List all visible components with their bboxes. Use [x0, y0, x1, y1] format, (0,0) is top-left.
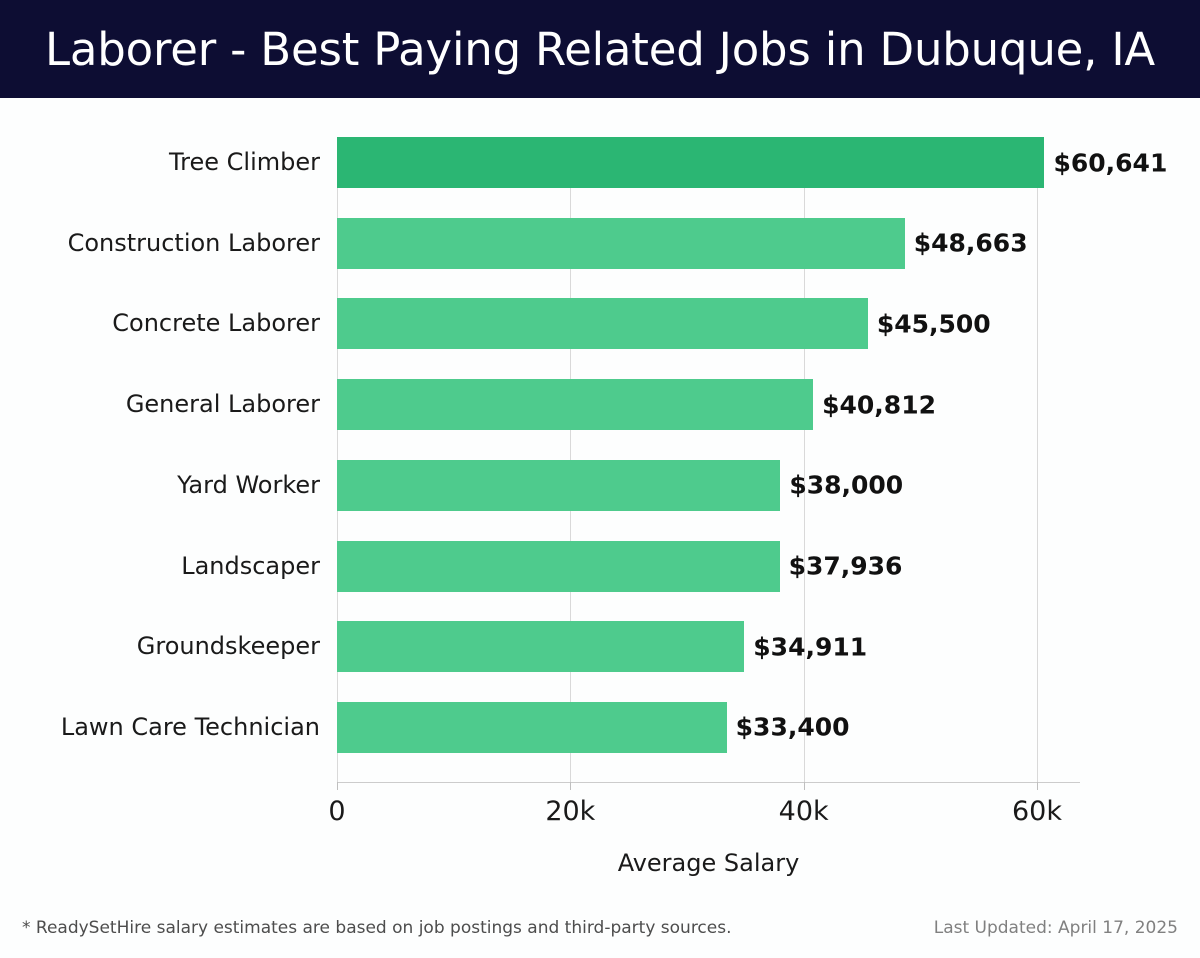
bar-row[interactable]: $34,911 — [337, 621, 1037, 673]
category-label: Groundskeeper — [136, 632, 320, 661]
x-tick-label: 20k — [545, 796, 596, 827]
page-title: Laborer - Best Paying Related Jobs in Du… — [45, 22, 1155, 76]
footer-last-updated: Last Updated: April 17, 2025 — [933, 918, 1178, 938]
plot-area: $60,641 $48,663 $45,500 $40,812 $38,000 $37,9… — [337, 137, 1167, 782]
bar-row[interactable]: $37,936 — [337, 540, 1037, 592]
tick-mark-40k — [803, 782, 805, 790]
bar[interactable] — [337, 217, 905, 269]
bar-row[interactable]: $40,812 — [337, 379, 1037, 431]
bar[interactable] — [337, 540, 780, 592]
bar-row[interactable]: $48,663 — [337, 217, 1037, 269]
bar-value-label: $37,936 — [788, 551, 903, 581]
bar-row[interactable]: $33,400 — [337, 701, 1037, 753]
bar[interactable] — [337, 137, 1045, 188]
bar-row[interactable]: $45,500 — [337, 298, 1037, 350]
category-label: General Laborer — [125, 390, 320, 419]
bar[interactable] — [337, 459, 781, 511]
gridline-40k — [803, 137, 805, 782]
footer-disclaimer: * ReadySetHire salary estimates are base… — [22, 918, 732, 938]
footer: * ReadySetHire salary estimates are base… — [0, 912, 1200, 958]
x-axis-line — [337, 782, 1080, 783]
bar-row[interactable]: $60,641 — [337, 137, 1167, 188]
category-label: Concrete Laborer — [112, 309, 320, 338]
gridline-0 — [337, 137, 338, 782]
bar-value-label: $45,500 — [876, 309, 991, 339]
bar-value-label: $34,911 — [753, 632, 868, 662]
bar[interactable] — [337, 621, 745, 673]
x-tick-label: 40k — [778, 796, 829, 827]
bar[interactable] — [337, 379, 814, 431]
y-axis-labels: Tree Climber Construction Laborer Concrete… — [10, 137, 320, 782]
x-tick-label: 60k — [1012, 796, 1062, 827]
x-axis-title: Average Salary — [617, 849, 800, 877]
category-label: Tree Climber — [169, 148, 320, 176]
gridline-20k — [570, 137, 572, 782]
bar[interactable] — [337, 701, 727, 753]
bar-value-label: $40,812 — [822, 390, 936, 420]
category-label: Lawn Care Technician — [60, 712, 320, 741]
tick-mark-0 — [337, 782, 338, 790]
bar-value-label: $33,400 — [735, 712, 850, 742]
bar-value-label: $60,641 — [1053, 148, 1168, 177]
bar-value-label: $48,663 — [913, 228, 1028, 258]
bar[interactable] — [337, 298, 868, 350]
bar-value-label: $38,000 — [789, 470, 904, 500]
bar-row[interactable]: $38,000 — [337, 459, 1037, 511]
tick-mark-20k — [570, 782, 572, 790]
category-label: Construction Laborer — [67, 228, 320, 257]
tick-mark-60k — [1037, 782, 1038, 790]
gridline-60k — [1037, 137, 1038, 782]
header-band: Laborer - Best Paying Related Jobs in Du… — [0, 0, 1200, 98]
x-tick-label: 0 — [328, 796, 346, 827]
category-label: Landscaper — [181, 551, 320, 580]
category-label: Yard Worker — [177, 470, 320, 499]
